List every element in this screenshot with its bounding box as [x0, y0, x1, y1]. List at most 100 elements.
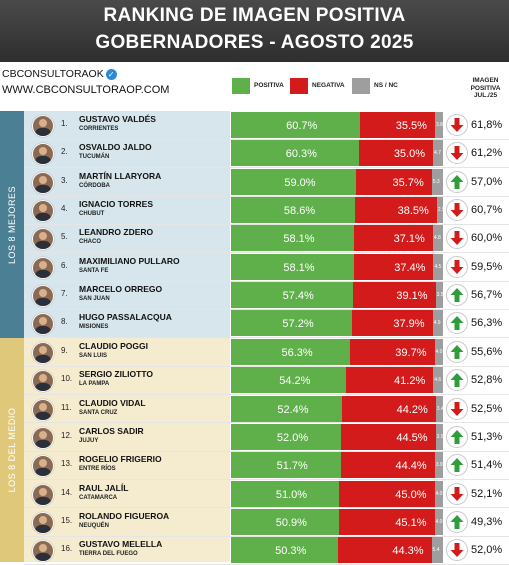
row-separator: [24, 450, 509, 452]
bar-negative-label: 35.7%: [392, 176, 424, 189]
ranking-row: 7. MARCELO ORREGO SAN JUAN 57.4% 39.1% 3.5 56,…: [0, 281, 509, 309]
ranking-row: 9. CLAUDIO POGGI SAN LUIS 56.3% 39.7% 4.0 55,6…: [0, 338, 509, 366]
previous-positive-value: 49,3%: [471, 515, 503, 528]
bar-negative: 35.0%: [358, 140, 434, 167]
bar-negative: 44.5%: [341, 423, 436, 450]
avatar-body: [35, 383, 51, 392]
rank-number: 9.: [61, 345, 68, 355]
rank-number: 6.: [61, 260, 68, 270]
arrow-up-icon: [446, 170, 468, 193]
bar-positive-label: 51.7%: [276, 460, 308, 473]
previous-positive-value: 52,0%: [471, 544, 503, 557]
governor-name: MAXIMILIANO PULLARO: [79, 255, 180, 266]
province-name: SAN JUAN: [79, 296, 110, 303]
title-line-1: RANKING DE IMAGEN POSITIVA: [103, 5, 406, 26]
avatar-head: [39, 289, 47, 298]
province-name: LA PAMPA: [79, 381, 110, 388]
bar-positive-label: 52.0%: [276, 431, 309, 444]
bar-negative: 44.3%: [337, 537, 432, 564]
avatar-body: [35, 298, 51, 307]
avatar-body: [35, 468, 51, 477]
bar-ns: 3.5: [435, 423, 444, 450]
rank-number: 15.: [61, 515, 73, 525]
bar-positive: 59.0%: [231, 168, 357, 195]
avatar-body: [35, 496, 51, 505]
province-name: CATAMARCA: [79, 494, 118, 501]
bar-ns-label: 5.3: [432, 178, 440, 185]
bar-positive: 60.3%: [231, 140, 359, 167]
legend-positive-label: POSITIVA: [254, 82, 284, 89]
row-separator: [24, 479, 509, 481]
bar-ns: 4.5: [433, 253, 443, 280]
bar-positive-label: 60.3%: [285, 148, 317, 161]
bar-ns: 4.0: [434, 508, 443, 535]
bar-positive: 52.4%: [231, 395, 343, 422]
ranking-row: 1. GUSTAVO VALDÉS CORRIENTES 60.7% 35.5% 3.8 6…: [0, 111, 509, 139]
rank-number: 14.: [61, 487, 73, 497]
legend-ns-swatch: [352, 78, 370, 94]
province-name: CÓRDOBA: [79, 182, 110, 189]
row-separator: [24, 167, 509, 169]
governor-name: LEANDRO ZDERO: [79, 227, 154, 238]
brand-handle-text: CBCONSULTORAOK: [2, 68, 104, 80]
previous-positive-value: 56,3%: [471, 317, 503, 330]
bar-negative: 39.1%: [352, 282, 436, 309]
bar-positive-label: 60.7%: [286, 120, 318, 132]
bar-negative-label: 35.0%: [393, 148, 426, 161]
prev-header-line-3: JUL./25: [473, 92, 498, 99]
bar-negative-label: 44.5%: [396, 431, 428, 444]
governor-name: GUSTAVO MELELLA: [79, 539, 163, 550]
bar-ns: 3.8: [434, 112, 443, 138]
bar-positive: 58.6%: [231, 197, 356, 224]
governor-name: MARCELO ORREGO: [79, 284, 163, 295]
governor-avatar: [32, 341, 54, 364]
group-mid8-strip: LOS 8 DEL MEDIO: [0, 338, 24, 562]
ranking-row: 13. ROGELIO FRIGERIO ENTRE RÍOS 51.7% 44.4% 3…: [0, 451, 509, 479]
ranking-row: 15. ROLANDO FIGUEROA NEUQUÉN 50.9% 45.1% 4.0 4…: [0, 508, 509, 536]
bar-negative: 37.1%: [354, 225, 433, 252]
governor-name: CLAUDIO POGGI: [79, 340, 148, 351]
governor-avatar: [32, 228, 54, 251]
bar-negative: 38.5%: [355, 197, 437, 224]
verified-check-icon: ✓: [105, 68, 117, 80]
row-separator: [24, 280, 509, 282]
row-separator: [24, 535, 509, 537]
avatar-body: [35, 241, 51, 250]
governor-name: SERGIO ZILIOTTO: [79, 369, 153, 380]
bar-negative: 41.2%: [345, 367, 434, 394]
avatar-body: [35, 439, 51, 448]
governor-avatar: [32, 115, 54, 137]
title-banner: RANKING DE IMAGEN POSITIVA GOBERNADORES …: [0, 0, 509, 62]
bar-positive-label: 58.6%: [283, 205, 316, 218]
bar-positive: 58.1%: [231, 253, 355, 280]
province-name: TUCUMÁN: [79, 154, 110, 161]
row-separator: [24, 337, 509, 339]
avatar-head: [39, 119, 47, 127]
bar-ns-label: 2.9: [437, 207, 445, 214]
brand-handle: CBCONSULTORAOK ✓: [2, 68, 117, 80]
bar-positive: 57.2%: [231, 310, 353, 337]
bar-positive: 57.4%: [231, 282, 353, 309]
row-separator: [24, 507, 509, 509]
bar-positive-label: 54.2%: [279, 375, 311, 388]
legend-negative-swatch: [290, 78, 308, 94]
bar-positive: 50.3%: [231, 537, 338, 564]
rank-number: 2.: [61, 147, 68, 157]
arrow-down-icon: [446, 142, 468, 165]
bar-negative-label: 41.2%: [394, 375, 426, 388]
rank-number: 7.: [61, 289, 68, 299]
governor-name: HUGO PASSALACQUA: [79, 312, 172, 323]
bar-ns-label: 3.5: [436, 292, 444, 299]
bar-ns: 5.4: [431, 537, 443, 564]
arrow-up-icon: [446, 454, 468, 477]
avatar-head: [39, 430, 47, 439]
bar-negative-label: 44.3%: [392, 545, 424, 558]
avatar-body: [35, 213, 51, 222]
title-line-2: GOBERNADORES - AGOSTO 2025: [95, 32, 414, 53]
avatar-body: [35, 156, 51, 165]
province-name: SAN LUIS: [79, 352, 108, 359]
ranking-row: 3. MARTÍN LLARYORA CÓRDOBA 59.0% 35.7% 5.3 57,…: [0, 168, 509, 196]
bar-positive: 60.7%: [231, 112, 360, 138]
bar-positive: 52.0%: [231, 423, 342, 450]
province-name: ENTRE RÍOS: [79, 466, 116, 473]
